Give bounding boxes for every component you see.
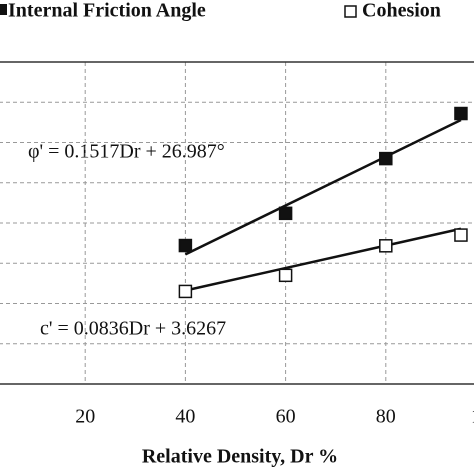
x-tick-label: 60: [276, 406, 296, 428]
data-point: [178, 238, 193, 253]
data-point: [278, 268, 293, 283]
annotation: φ' = 0.1517Dr + 26.987°: [28, 141, 225, 163]
data-point: [454, 106, 468, 121]
x-tick-label: 100: [471, 406, 474, 428]
data-point: [178, 284, 193, 299]
x-tick-label: 40: [175, 406, 195, 428]
annotation: c' = 0.0836Dr + 3.6267: [40, 318, 226, 340]
data-point: [379, 151, 393, 166]
x-tick-label: 20: [75, 406, 95, 428]
x-axis-label: Relative Density, Dr %: [142, 446, 338, 468]
trendline: [184, 118, 462, 256]
data-point: [379, 239, 393, 253]
legend-marker: [344, 5, 357, 18]
legend-label: Cohesion: [362, 0, 441, 22]
trendline: [185, 227, 462, 292]
legend-label: Internal Friction Angle: [8, 0, 206, 22]
data-point: [278, 206, 293, 221]
data-point: [454, 228, 468, 242]
x-tick-label: 80: [376, 406, 396, 428]
legend-marker: [0, 4, 7, 15]
